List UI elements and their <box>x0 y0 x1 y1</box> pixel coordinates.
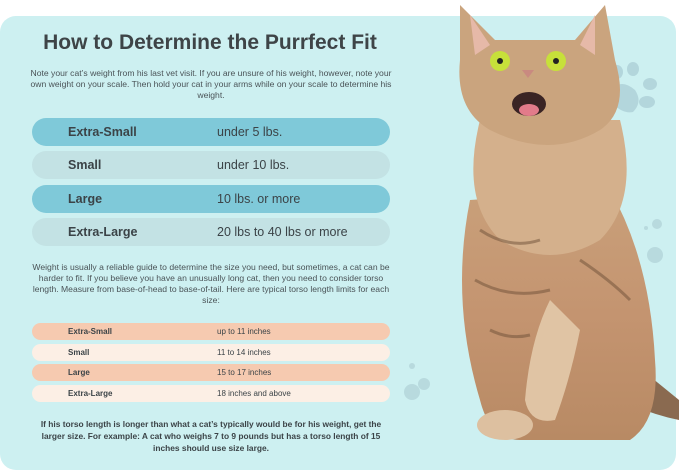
footer-note: If his torso length is longer than what … <box>40 419 382 453</box>
weight-range: under 10 lbs. <box>217 158 290 172</box>
torso-row: Extra-Large 18 inches and above <box>32 385 390 402</box>
weight-row: Extra-Small under 5 lbs. <box>32 118 390 146</box>
paw-dots-decor <box>644 219 663 263</box>
torso-row: Extra-Small up to 11 inches <box>32 323 390 340</box>
torso-range: 15 to 17 inches <box>217 368 272 377</box>
torso-row: Large 15 to 17 inches <box>32 364 390 381</box>
page-title: How to Determine the Purrfect Fit <box>43 31 377 54</box>
intro-text: Note your cat’s weight from his last vet… <box>30 68 392 100</box>
torso-range: 11 to 14 inches <box>217 348 271 357</box>
paw-dots-decor <box>404 363 430 400</box>
torso-row: Small 11 to 14 inches <box>32 344 390 361</box>
weight-row: Extra-Large 20 lbs to 40 lbs or more <box>32 218 390 246</box>
size-label: Extra-Small <box>68 327 113 336</box>
weight-range: under 5 lbs. <box>217 125 283 139</box>
size-label: Extra-Large <box>68 225 138 239</box>
weight-range: 20 lbs to 40 lbs or more <box>217 225 348 239</box>
weight-range: 10 lbs. or more <box>217 192 301 206</box>
torso-range: up to 11 inches <box>217 327 271 336</box>
size-label: Small <box>68 158 102 172</box>
size-label: Extra-Small <box>68 125 137 139</box>
cat-photo <box>459 5 679 440</box>
torso-intro-text: Weight is usually a reliable guide to de… <box>32 262 390 305</box>
weight-row: Large 10 lbs. or more <box>32 185 390 213</box>
weight-row: Small under 10 lbs. <box>32 151 390 179</box>
torso-range: 18 inches and above <box>217 389 291 398</box>
size-label: Large <box>68 192 103 206</box>
size-label: Extra-Large <box>68 389 113 398</box>
size-label: Small <box>68 348 90 357</box>
size-label: Large <box>68 368 90 377</box>
